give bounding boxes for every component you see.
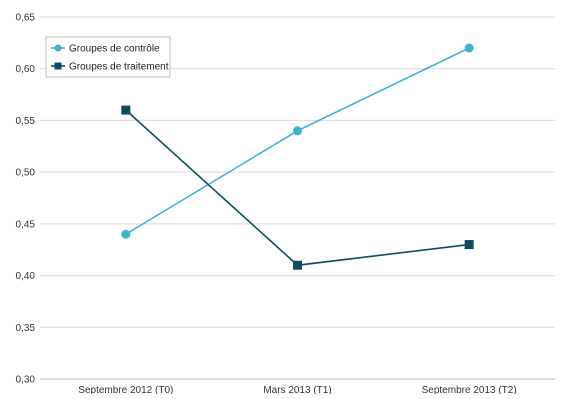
legend-box	[45, 36, 171, 78]
y-tick-label: 0,55	[16, 116, 36, 127]
axes: 0,30 0,35 0,40 0,45 0,50 0,55 0,60 0,65 Septembr…	[16, 13, 517, 397]
y-tick-label: 0,60	[16, 64, 36, 75]
y-tick-label: 0,50	[16, 168, 36, 179]
legend-label: Groupes de traitement	[69, 62, 169, 73]
legend-marker	[54, 44, 62, 52]
x-tick-label: Septembre 2012 (T0)	[78, 385, 173, 394]
x-tick-label: Septembre 2013 (T2)	[422, 385, 517, 394]
y-tick-label: 0,35	[16, 323, 36, 334]
legend-item: Groupes de contrôle	[51, 44, 160, 55]
series-line	[125, 47, 470, 235]
legend-label: Groupes de contrôle	[69, 44, 160, 55]
y-tick-label: 0,45	[16, 219, 36, 230]
y-tick-label: 0,65	[16, 13, 36, 24]
legend-marker	[54, 62, 62, 70]
data-point	[121, 105, 131, 115]
x-tick-label: Mars 2013 (T1)	[263, 385, 331, 394]
data-point	[121, 229, 131, 239]
legend-item: Groupes de traitement	[51, 62, 169, 73]
series-group	[121, 43, 474, 270]
series-2	[121, 105, 474, 270]
data-point	[293, 260, 302, 270]
y-tick-label: 0,40	[16, 271, 36, 282]
legend: Groupes de contrôle Groupes de traitement	[45, 36, 171, 78]
data-point	[464, 43, 474, 53]
data-point	[464, 240, 474, 250]
y-tick-label: 0,30	[16, 375, 36, 386]
data-point	[293, 126, 302, 136]
series-1	[121, 43, 474, 239]
